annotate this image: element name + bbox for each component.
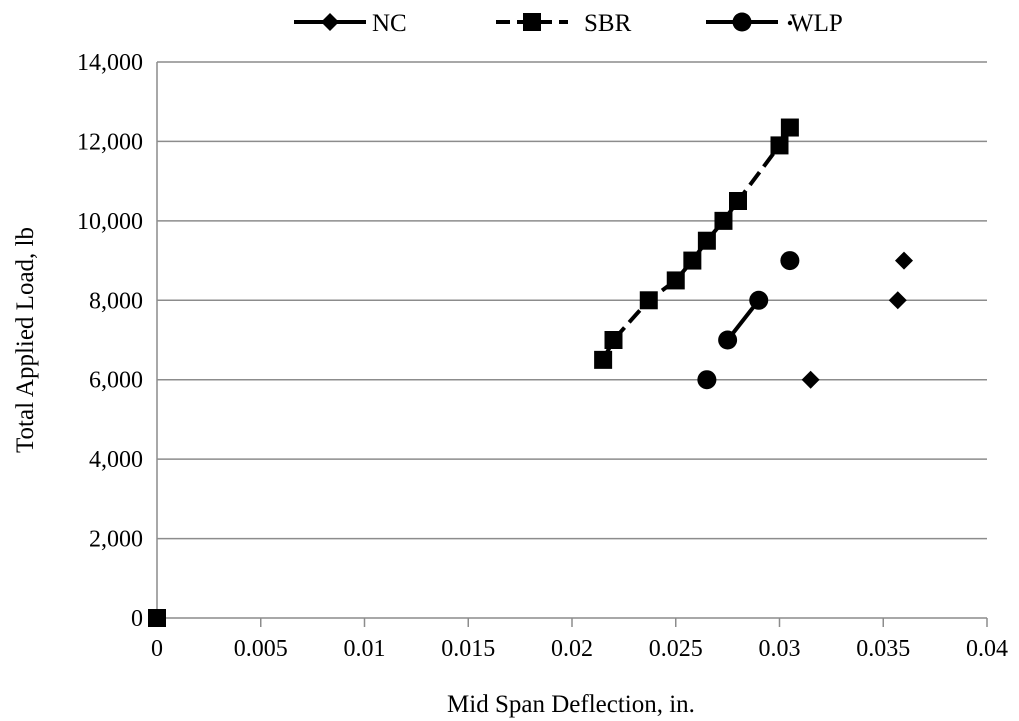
- nc-point: [801, 370, 820, 389]
- wlp-point: [780, 251, 800, 271]
- wlp-point: [697, 370, 717, 390]
- x-tick-label: 0.005: [234, 636, 288, 662]
- nc-point: [895, 251, 913, 270]
- x-tick-label: 0.04: [966, 636, 1008, 662]
- sbr-point: [594, 350, 613, 369]
- legend: NC SBR WLP: [294, 10, 843, 37]
- sbr-point: [770, 136, 789, 155]
- axes: [156, 62, 988, 627]
- sbr-point: [714, 211, 733, 230]
- y-tick-label: 10,000: [77, 209, 143, 235]
- x-tick-label: 0.035: [856, 636, 910, 662]
- nc-point: [888, 291, 907, 310]
- legend-label: WLP: [790, 10, 843, 37]
- series-plot: [148, 118, 913, 627]
- series-wlp: [697, 251, 800, 390]
- sbr-point: [683, 251, 702, 270]
- legend-label: NC: [372, 10, 407, 37]
- sbr-point: [697, 231, 716, 250]
- y-tick-label: 12,000: [77, 129, 143, 155]
- series-line: [601, 126, 792, 361]
- x-tick-label: 0.015: [441, 636, 495, 662]
- sbr-point: [780, 118, 799, 137]
- sbr-point: [639, 291, 658, 310]
- y-axis-title: Total Applied Load, lb: [12, 227, 39, 453]
- x-tick-label: 0.02: [551, 636, 593, 662]
- x-tick-label: 0.025: [649, 636, 703, 662]
- y-tick-label: 4,000: [89, 447, 143, 473]
- sbr-point: [666, 271, 685, 290]
- legend-marker-circle: [732, 12, 752, 32]
- y-tick-label: 14,000: [77, 50, 143, 76]
- legend-item-nc: NC: [294, 10, 407, 37]
- y-tick-label: 8,000: [89, 288, 143, 314]
- grid-lines: [157, 61, 987, 540]
- legend-item-wlp: WLP: [706, 10, 843, 37]
- legend-marker-diamond: [321, 13, 339, 31]
- sbr-point: [148, 609, 166, 627]
- legend-label: SBR: [584, 10, 632, 37]
- x-tick-label: 0: [151, 636, 163, 662]
- legend-item-sbr: SBR: [496, 10, 632, 37]
- wlp-point: [749, 290, 769, 310]
- y-tick-label: 2,000: [89, 527, 143, 553]
- sbr-point: [604, 331, 623, 349]
- x-tick-label: 0.01: [344, 636, 386, 662]
- y-tick-label: 0: [131, 606, 143, 632]
- legend-marker-square: [523, 13, 541, 31]
- sbr-point: [729, 192, 747, 210]
- series-sbr: [148, 118, 799, 627]
- legend-dot: [787, 20, 793, 26]
- x-tick-label: 0.03: [759, 636, 801, 662]
- tick-labels: 0 2,000 4,000 6,000 8,000 10,000 12,000 14,000 0…: [77, 50, 1008, 662]
- y-tick-label: 6,000: [89, 368, 143, 394]
- series-nc: [148, 251, 913, 627]
- wlp-point: [718, 330, 738, 350]
- x-axis-title: Mid Span Deflection, in.: [447, 691, 695, 718]
